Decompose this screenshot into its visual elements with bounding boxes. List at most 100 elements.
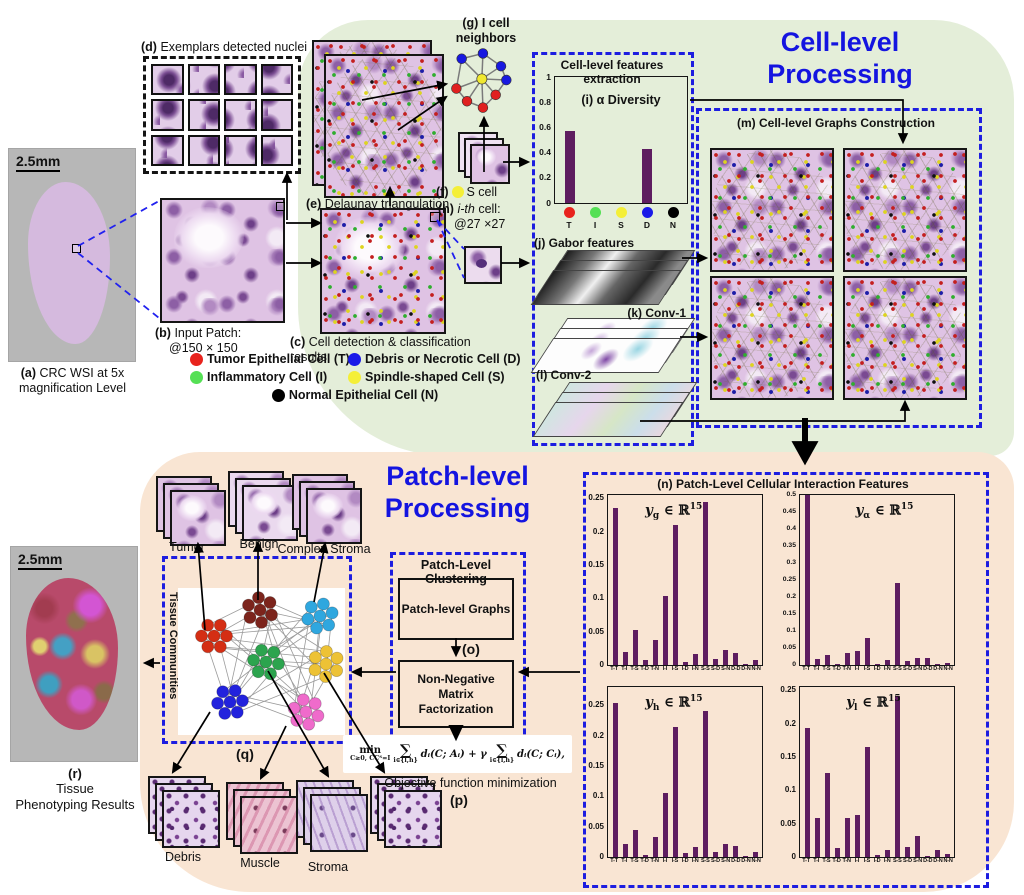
nucleus-exemplar <box>224 64 257 96</box>
input-patch-roi-square <box>276 202 285 211</box>
bar-D-D <box>924 856 930 857</box>
plot-area: 0 0.05 0.1 0.15 0.2 0.25 yh ∈ ℝ15 <box>588 686 763 861</box>
x-category-label: I-D <box>681 666 689 672</box>
bar-T-I <box>814 817 820 857</box>
x-category-label: T-T <box>610 666 618 672</box>
x-category-label: I-N <box>691 858 699 864</box>
x-category-label: D-N <box>933 858 943 864</box>
y-tick-label: 0.15 <box>782 610 796 618</box>
x-category-label: T-T <box>802 666 810 672</box>
x-category-label: T-D <box>640 858 649 864</box>
bar-D-D <box>732 846 738 857</box>
x-category-label: T-T <box>802 858 810 864</box>
scale-bar-r: 2.5mm <box>18 551 63 571</box>
y-tick-label: 0.05 <box>782 644 796 652</box>
y-tick-label: 0.3 <box>786 559 796 567</box>
nucleus-exemplar <box>224 99 257 131</box>
y-tick-label: 0.5 <box>786 491 796 499</box>
bar-N-N <box>752 851 758 857</box>
x-category-label: S-N <box>721 858 731 864</box>
bar-T-S <box>824 773 830 857</box>
bar-S-S <box>894 583 900 665</box>
bar-T-N <box>844 817 850 857</box>
y-tick-label: 0.1 <box>784 785 796 795</box>
plot-area: 0 0.05 0.1 0.15 0.2 0.25 yg ∈ ℝ15 <box>588 494 763 669</box>
y-tick-label: 0.2 <box>539 172 551 183</box>
bar-T-T <box>612 508 618 665</box>
bar-I-I <box>854 650 860 665</box>
bar-N-N <box>944 662 950 665</box>
bar-T-N <box>652 640 658 665</box>
yh-chart: 0 0.05 0.1 0.15 0.2 0.25 yh ∈ ℝ15 T-T T-I T-S T-D T… <box>579 686 763 870</box>
q-label: (q) <box>236 746 254 762</box>
black-dot-icon <box>271 388 285 402</box>
bar-T-I <box>814 658 820 665</box>
sum-1: ∑ i∈{l,h} <box>393 741 418 764</box>
bar-T-T <box>612 703 618 857</box>
communities-side-label: Tissue Communities <box>167 592 179 700</box>
x-category-label: T-N <box>650 858 659 864</box>
y-tick-label: 0.25 <box>588 493 604 503</box>
communities-network-panel <box>178 588 345 735</box>
x-category-label: S-S <box>893 666 902 672</box>
y-tick-label: 0.2 <box>592 730 604 740</box>
bar-T-D <box>834 848 840 857</box>
patch-level-graphs-box: Patch-level Graphs <box>398 578 514 640</box>
gabor-label: (j) Gabor features <box>534 236 635 250</box>
caption-b: (b) Input Patch: @150 × 150 <box>155 326 242 355</box>
conv1-label: (k) Conv-1 <box>627 306 686 320</box>
detection-image <box>320 208 446 334</box>
features-extraction-box <box>532 52 694 446</box>
delaunay-image-front <box>324 54 444 198</box>
x-category-label: T <box>566 220 572 230</box>
y-tick-label: 0.2 <box>786 593 796 601</box>
nucleus-exemplar <box>151 99 184 131</box>
caption-h: (h) i-th cell: @27 ×27 <box>438 202 506 231</box>
x-category-label: D-N <box>741 858 751 864</box>
y-tick-label: 0.05 <box>780 818 796 828</box>
y-tick-label: 0.15 <box>588 560 604 570</box>
bar-I-N <box>884 659 890 665</box>
x-category-label: T-S <box>630 858 639 864</box>
caption-c: (c) Cell detection & classification resu… <box>290 335 471 364</box>
x-category-label: I-I <box>854 858 859 864</box>
ith-cell-nucleus <box>476 259 487 268</box>
tumor-label: Tumor <box>169 540 205 554</box>
features-box-title: Cell-level features extraction <box>560 58 664 86</box>
gabor-sheet-3 <box>530 270 682 305</box>
alpha-diversity-chart: 0 0.2 0.4 0.6 0.8 1 (i) α Diversity T I S D N <box>534 71 688 232</box>
y-tick-label: 0 <box>792 661 796 669</box>
conv2-sheet-3 <box>532 402 684 437</box>
y-tick-label: 1 <box>546 71 551 82</box>
bar-I-S <box>864 637 870 665</box>
x-category-label: S-N <box>721 666 731 672</box>
x-category-label: T-N <box>842 666 851 672</box>
term-2: dᵢ(C; Cᵢ), <box>517 748 565 760</box>
bar-I-N <box>692 847 698 857</box>
y-tick-label: 0.8 <box>539 96 551 107</box>
x-category-label: N <box>669 220 677 230</box>
legend-item-debris: Debris or Necrotic Cell (D) <box>348 352 521 366</box>
y-tick-label: 0.6 <box>539 121 551 132</box>
objective-caption: Objective function minimization <box>384 776 557 790</box>
green-dot-icon <box>190 370 203 384</box>
bar-D-N <box>742 855 748 857</box>
x-category-label: D <box>643 220 651 230</box>
x-category-label: I-N <box>883 666 891 672</box>
y-tick-label: 0.45 <box>782 508 796 516</box>
chart-label: yh ∈ ℝ15 <box>644 694 703 714</box>
x-category-label: N-N <box>943 858 953 864</box>
bar-S-N <box>914 835 920 857</box>
bar-I-I <box>662 595 668 665</box>
x-category-label: S-N <box>913 858 923 864</box>
bar-I-S <box>672 727 678 857</box>
x-category-label: S-D <box>903 858 912 864</box>
bar-S-N <box>722 650 728 665</box>
bar-T-T <box>804 495 810 665</box>
bar-T-D <box>642 659 648 665</box>
y-tick-label: 0.1 <box>592 791 604 801</box>
bar-S-D <box>904 847 910 857</box>
caption-a: (a) CRC WSI at 5x magnification Level <box>18 366 126 395</box>
y-tick-label: 0.2 <box>592 526 604 536</box>
x-category-label: I-S <box>671 858 679 864</box>
